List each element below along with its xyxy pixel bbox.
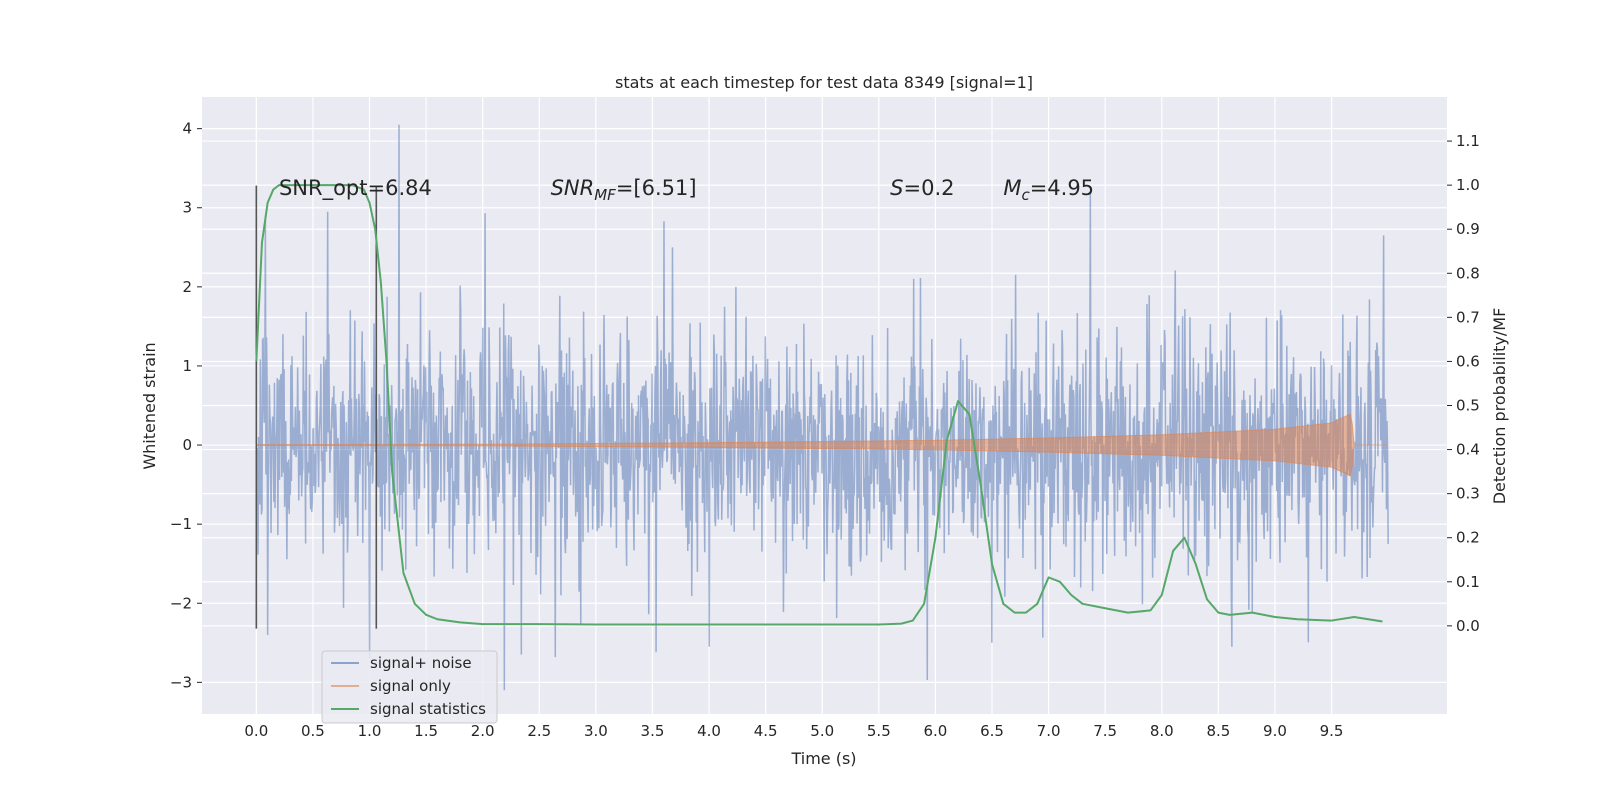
y-left-tick-label: 4 [182,120,192,138]
x-tick-label: 1.5 [414,722,438,740]
y-right-tick-label: 0.0 [1456,617,1480,635]
signal-only-line [255,413,1389,477]
y-left-tick-label: −2 [170,594,192,612]
x-tick-label: 0.0 [244,722,268,740]
y-left-tick-label: 1 [182,357,192,375]
signal-noise-line [255,124,1389,691]
x-tick-label: 9.0 [1263,722,1287,740]
x-tick-label: 3.0 [584,722,608,740]
vertical-markers [255,185,378,629]
legend-label-signal-noise: signal+ noise [370,654,472,672]
series-signal-noise [255,124,1389,691]
chart-title: stats at each timestep for test data 834… [615,73,1033,92]
signal-statistics-line [255,184,1383,626]
y-right-tick-label: 1.1 [1456,132,1480,150]
x-tick-label: 7.5 [1093,722,1117,740]
x-tick-label: 4.5 [754,722,778,740]
y-right-tick-label: 0.2 [1456,529,1480,547]
legend-label-signal-statistics: signal statistics [370,700,486,718]
x-tick-label: 9.5 [1320,722,1344,740]
annotation-1: SNRMF=[6.51] [551,176,697,204]
x-tick-label: 5.5 [867,722,891,740]
annotation-2: S=0.2 [890,176,954,200]
y-left-tick-label: 2 [182,278,192,296]
x-tick-label: 6.5 [980,722,1004,740]
annotations: SNR_opt=6.84 SNRMF=[6.51] S=0.2 Mc=4.95 [279,176,1094,204]
legend-label-signal-only: signal only [370,677,451,695]
x-tick-label: 4.0 [697,722,721,740]
annotation-0: SNR_opt=6.84 [279,176,432,201]
x-tick-label: 6.0 [923,722,947,740]
x-tick-label: 1.0 [358,722,382,740]
y-left-tick-label: −3 [170,673,192,691]
x-tick-label: 2.0 [471,722,495,740]
y-right-tick-labels: 0.0 0.1 0.2 0.3 0.4 0.5 0.6 0.7 0.8 0.9 1.0 1.1 [1447,132,1480,635]
y-left-tick-labels: −3 −2 −1 0 1 2 3 4 [170,120,202,691]
y-right-tick-label: 0.5 [1456,397,1480,415]
x-tick-label: 0.5 [301,722,325,740]
y-right-tick-label: 0.8 [1456,264,1480,282]
x-axis-label: Time (s) [790,749,856,768]
x-tick-labels: 0.0 0.5 1.0 1.5 2.0 2.5 3.0 3.5 4.0 4.5 5.0 5.5 6.0 6… [244,722,1343,740]
x-tick-label: 5.0 [810,722,834,740]
x-tick-label: 2.5 [527,722,551,740]
x-tick-label: 7.0 [1037,722,1061,740]
y-left-tick-label: −1 [170,515,192,533]
y-left-tick-label: 0 [182,436,192,454]
series-signal-only [255,413,1389,477]
series-signal-statistics [255,184,1383,626]
x-tick-label: 8.0 [1150,722,1174,740]
y-axis-right-label: Detection probability/MF [1490,308,1509,505]
y-right-tick-label: 1.0 [1456,176,1480,194]
y-right-tick-label: 0.7 [1456,308,1480,326]
y-right-tick-label: 0.6 [1456,352,1480,370]
y-right-tick-label: 0.9 [1456,220,1480,238]
y-right-tick-label: 0.3 [1456,485,1480,503]
y-axis-left-label: Whitened strain [140,342,159,469]
x-tick-label: 3.5 [641,722,665,740]
y-right-tick-label: 0.1 [1456,573,1480,591]
y-left-tick-label: 3 [182,199,192,217]
legend-box [321,650,498,724]
annotation-3: Mc=4.95 [1003,176,1094,204]
y-right-tick-label: 0.4 [1456,441,1480,459]
legend: signal+ noise signal only signal statist… [321,650,498,724]
x-tick-label: 8.5 [1206,722,1230,740]
